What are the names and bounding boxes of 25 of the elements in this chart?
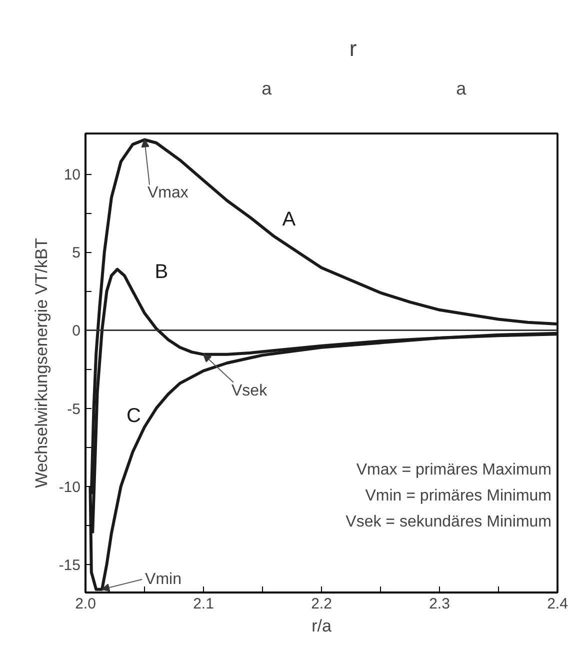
series-label: A bbox=[282, 208, 296, 231]
annotation: Vmax bbox=[148, 184, 188, 202]
x-tick-label: 2.0 bbox=[75, 596, 96, 612]
x-tick-label: 2.3 bbox=[429, 596, 450, 612]
y-tick-label: -5 bbox=[67, 400, 81, 418]
series-label: B bbox=[154, 261, 168, 284]
text: a bbox=[262, 78, 273, 98]
annotation: Vsek bbox=[232, 382, 268, 400]
y-tick-label: 5 bbox=[72, 244, 80, 262]
x-tick-label: 2.1 bbox=[193, 596, 214, 612]
annotation: Vmax = primäres Maximum bbox=[356, 462, 552, 478]
annotation: Vmin = primäres Minimum bbox=[365, 488, 552, 504]
x-tick-label: 2.4 bbox=[547, 596, 568, 612]
x-axis-title: r/a bbox=[312, 616, 332, 636]
x-tick-label: 2.2 bbox=[311, 596, 332, 612]
y-tick-label: -10 bbox=[58, 478, 81, 496]
annotation: Vsek = sekundäres Minimum bbox=[346, 514, 552, 530]
y-tick-label: -15 bbox=[58, 556, 81, 574]
y-tick-label: 10 bbox=[64, 166, 81, 184]
text: r bbox=[349, 36, 357, 61]
series-label: C bbox=[126, 405, 141, 428]
annotation: Vmin bbox=[145, 570, 182, 588]
y-axis-title: Wechselwirkungsenergie VT/kBT bbox=[32, 238, 51, 488]
text: a bbox=[456, 78, 468, 98]
y-tick-label: 0 bbox=[72, 322, 80, 340]
